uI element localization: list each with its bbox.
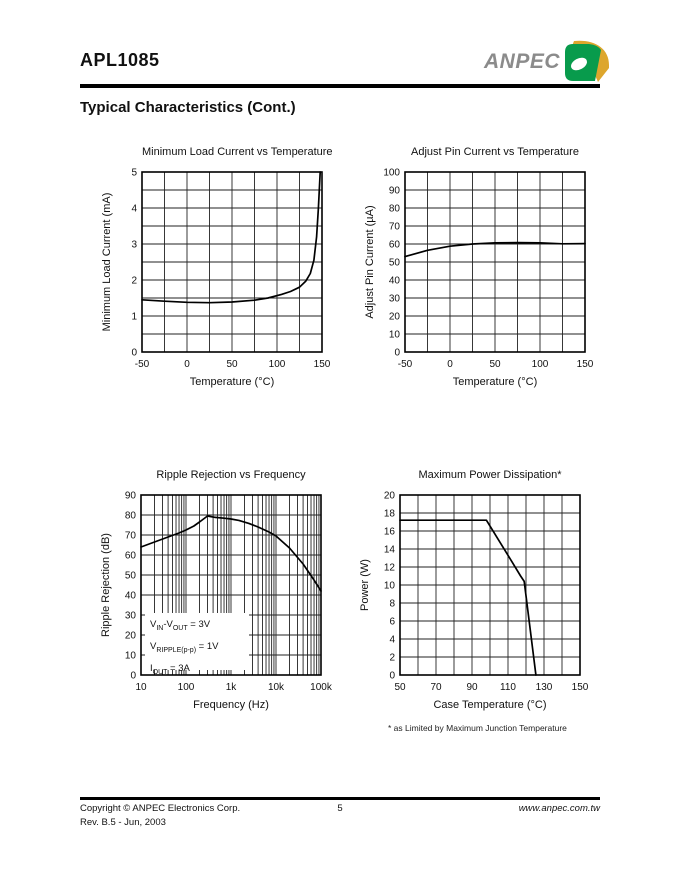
svg-text:20: 20 (125, 631, 137, 642)
anpec-logo-text: ANPEC (484, 50, 561, 73)
chart-title: Minimum Load Current vs Temperature (142, 146, 333, 158)
svg-text:100: 100 (269, 359, 286, 370)
svg-text:70: 70 (430, 682, 442, 693)
footer-website: www.anpec.com.tw (518, 803, 600, 814)
svg-text:16: 16 (384, 527, 396, 538)
svg-text:100: 100 (383, 168, 400, 179)
chart-ripple-rejection: Ripple Rejection vs Frequency Ripple Rej… (67, 461, 337, 761)
svg-text:50: 50 (389, 258, 401, 269)
svg-text:20: 20 (389, 312, 401, 323)
svg-text:0: 0 (184, 359, 190, 370)
footer-revision: Rev. B.5 - Jun, 2003 (80, 817, 166, 828)
svg-text:130: 130 (536, 682, 553, 693)
chart-minimum-load-current: Minimum Load Current vs Temperature Mini… (68, 138, 338, 438)
svg-text:90: 90 (466, 682, 478, 693)
svg-text:6: 6 (389, 617, 395, 628)
svg-text:110: 110 (500, 682, 516, 693)
svg-text:80: 80 (125, 511, 137, 522)
footer-copyright: Copyright © ANPEC Electronics Corp. (80, 803, 241, 814)
svg-text:100k: 100k (310, 682, 333, 693)
svg-text:90: 90 (125, 491, 137, 502)
svg-text:3: 3 (131, 240, 137, 251)
anpec-logo: ANPEC (484, 40, 610, 84)
svg-text:50: 50 (489, 359, 501, 370)
svg-text:70: 70 (389, 222, 401, 233)
svg-text:40: 40 (389, 276, 401, 287)
part-number: APL1085 (80, 50, 160, 70)
section-title: Typical Characteristics (Cont.) (80, 99, 296, 116)
x-axis-label: Temperature (°C) (189, 376, 275, 388)
svg-text:30: 30 (389, 294, 401, 305)
svg-text:10: 10 (125, 651, 137, 662)
svg-text:100: 100 (178, 682, 195, 693)
svg-text:0: 0 (447, 359, 453, 370)
svg-text:0: 0 (131, 348, 137, 359)
svg-text:2: 2 (389, 653, 395, 664)
svg-text:10: 10 (384, 581, 396, 592)
svg-text:10k: 10k (268, 682, 285, 693)
test-conditions-annotation: VIN-VOUT = 3V VRIPPLE(p-p) = 1V IOUT = 3A (145, 613, 249, 676)
svg-text:1k: 1k (226, 682, 238, 693)
svg-text:50: 50 (394, 682, 406, 693)
page-number: 5 (337, 803, 343, 814)
svg-text:4: 4 (131, 204, 137, 215)
svg-text:2: 2 (131, 276, 137, 287)
x-axis-label: Temperature (°C) (452, 376, 538, 388)
svg-text:70: 70 (125, 531, 137, 542)
logo-white-dot (571, 57, 587, 71)
svg-text:8: 8 (389, 599, 395, 610)
svg-text:90: 90 (389, 186, 401, 197)
svg-text:100: 100 (532, 359, 549, 370)
x-axis-label: Frequency (Hz) (193, 699, 269, 711)
svg-text:0: 0 (389, 671, 395, 682)
x-axis-label: Case Temperature (°C) (433, 699, 547, 711)
chart-title: Adjust Pin Current vs Temperature (411, 146, 579, 158)
chart-title: Maximum Power Dissipation* (418, 469, 562, 481)
svg-text:60: 60 (389, 240, 401, 251)
chart-canvas-max-power-dissipation: 50 70 90 110 130 150 0 2 4 6 8 10 12 14 16 18 20 (384, 491, 589, 693)
svg-text:150: 150 (314, 359, 331, 370)
svg-text:0: 0 (130, 671, 136, 682)
chart-title: Ripple Rejection vs Frequency (156, 469, 306, 481)
chart-max-power-dissipation: Maximum Power Dissipation* Power (W) 50 7… (326, 461, 596, 761)
svg-text:50: 50 (226, 359, 238, 370)
svg-text:-50: -50 (135, 359, 150, 370)
svg-text:14: 14 (384, 545, 396, 556)
anpec-logo-icon (565, 40, 610, 82)
svg-text:150: 150 (577, 359, 594, 370)
svg-text:1: 1 (131, 312, 137, 323)
svg-text:10: 10 (135, 682, 147, 693)
svg-text:60: 60 (125, 551, 137, 562)
svg-text:5: 5 (131, 168, 137, 179)
footer-rule (80, 797, 600, 800)
chart-adjust-pin-current: Adjust Pin Current vs Temperature Adjust… (331, 138, 601, 438)
svg-text:4: 4 (389, 635, 395, 646)
svg-text:12: 12 (384, 563, 396, 574)
svg-text:20: 20 (384, 491, 396, 502)
svg-text:30: 30 (125, 611, 137, 622)
svg-text:80: 80 (389, 204, 401, 215)
svg-text:0: 0 (394, 348, 400, 359)
svg-text:40: 40 (125, 591, 137, 602)
header-rule (80, 84, 600, 88)
svg-text:50: 50 (125, 571, 137, 582)
svg-text:10: 10 (389, 330, 401, 341)
svg-text:18: 18 (384, 509, 396, 520)
svg-text:150: 150 (572, 682, 589, 693)
svg-text:-50: -50 (398, 359, 413, 370)
chart-footnote: * as Limited by Maximum Junction Tempera… (388, 723, 567, 733)
